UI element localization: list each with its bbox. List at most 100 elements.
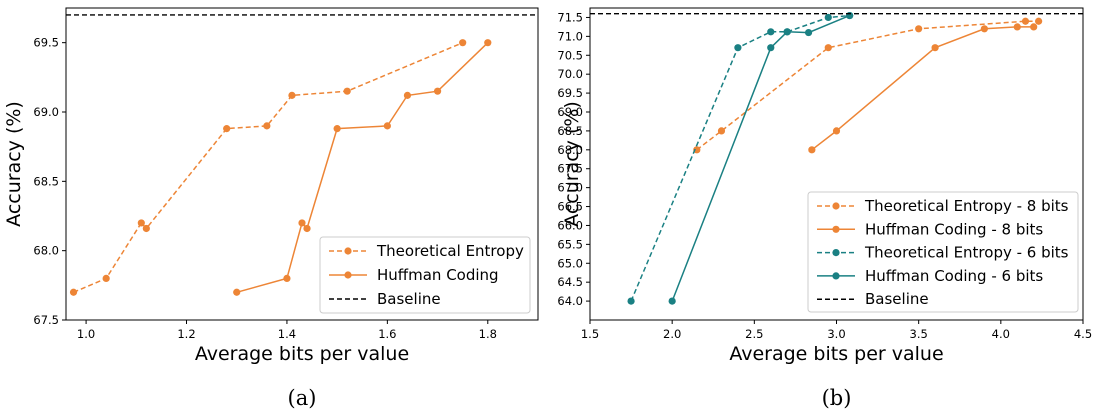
data-point	[693, 146, 701, 154]
y-axis-label: Accuracy (%)	[3, 101, 25, 227]
data-point	[931, 44, 939, 52]
plot-area	[590, 11, 1083, 305]
legend-marker	[832, 202, 840, 210]
y-tick-label: 69.0	[33, 105, 59, 119]
x-tick-label: 2.0	[663, 327, 681, 341]
data-point	[333, 125, 341, 133]
y-tick-label: 68.0	[33, 244, 59, 258]
legend-label: Huffman Coding - 8 bits	[865, 220, 1043, 238]
x-tick-label: 3.0	[827, 327, 845, 341]
panel-caption: (a)	[288, 386, 317, 410]
legend-marker	[832, 225, 840, 233]
data-point	[783, 28, 791, 36]
data-point	[1021, 17, 1030, 25]
y-tick-label: 69.5	[557, 86, 583, 100]
legend-label: Theoretical Entropy - 8 bits	[864, 197, 1069, 215]
data-point	[1035, 17, 1043, 25]
legend-label: Huffman Coding - 6 bits	[865, 267, 1043, 285]
chart-panel-b: 1.5 2.0 2.5 3.0 3.5 4.0 4.5 64.0 64.5 65.0 65.5 66.…	[557, 7, 1092, 410]
x-axis-label: Average bits per value	[195, 343, 409, 365]
y-tick-label: 65.0	[557, 256, 583, 270]
y-tick-label: 67.5	[33, 313, 59, 327]
x-tick-label: 4.5	[1074, 327, 1092, 341]
x-tick-label: 1.4	[278, 327, 296, 341]
x-tick-label: 1.6	[378, 327, 396, 341]
y-tick-label: 68.5	[33, 174, 59, 188]
data-point	[263, 122, 271, 130]
data-point	[137, 219, 145, 227]
data-point	[1030, 23, 1038, 31]
y-tick-label: 66.5	[557, 200, 583, 214]
x-axis-label: Average bits per value	[729, 343, 943, 365]
legend-box	[807, 191, 1079, 313]
data-point	[734, 44, 742, 52]
legend-marker	[832, 249, 840, 257]
y-tick-label: 69.0	[557, 105, 583, 119]
legend-label: Huffman Coding	[377, 266, 499, 284]
y-tick-label: 64.0	[557, 294, 583, 308]
series-line	[811, 26, 1034, 151]
data-point	[288, 91, 296, 99]
x-tick-label: 3.5	[910, 327, 928, 341]
y-tick-label: 68.5	[557, 124, 583, 138]
legend-marker	[832, 272, 840, 280]
data-point	[69, 288, 78, 296]
y-tick-label: 70.5	[557, 48, 583, 62]
x-tick-label: 2.5	[745, 327, 763, 341]
data-point	[233, 288, 241, 296]
y-tick-label: 67.0	[557, 181, 583, 195]
legend-box	[319, 236, 531, 314]
y-tick-label: 69.5	[33, 36, 59, 50]
y-tick-label: 71.5	[557, 10, 583, 24]
legend-label: Baseline	[377, 290, 441, 308]
data-point	[832, 127, 841, 135]
data-point	[459, 39, 467, 47]
data-point	[668, 297, 676, 305]
x-tick-label: 4.0	[992, 327, 1010, 341]
legend-label: Baseline	[865, 290, 929, 308]
data-point	[767, 28, 775, 36]
y-tick-label: 65.5	[557, 237, 583, 251]
x-tick-label: 1.8	[479, 327, 497, 341]
data-point	[915, 25, 923, 33]
y-tick-label: 70.0	[557, 67, 583, 81]
data-point	[980, 25, 989, 33]
y-axis-label: Accuracy (%)	[561, 101, 583, 227]
data-point	[343, 87, 351, 95]
data-point	[767, 44, 775, 52]
legend-marker	[344, 247, 352, 255]
x-tick-label: 1.5	[581, 327, 599, 341]
data-point	[433, 87, 442, 95]
data-point	[102, 274, 110, 282]
data-point	[484, 39, 492, 47]
data-point	[824, 13, 832, 22]
axes-frame	[65, 7, 539, 321]
data-point	[403, 91, 412, 99]
data-point	[1013, 23, 1021, 31]
data-point	[223, 125, 231, 133]
legend-label: Theoretical Entropy	[376, 242, 524, 260]
data-point	[298, 219, 306, 227]
data-point	[824, 44, 832, 52]
data-point	[804, 28, 813, 37]
y-tick-label: 68.0	[557, 143, 583, 157]
plot-area	[66, 14, 538, 296]
y-tick-label: 71.0	[557, 29, 583, 43]
legend-label: Theoretical Entropy - 6 bits	[864, 244, 1069, 262]
y-tick-label: 67.5	[557, 162, 583, 176]
data-point	[283, 274, 291, 282]
data-point	[142, 224, 150, 233]
data-point	[717, 127, 726, 135]
legend-marker	[344, 271, 352, 279]
y-tick-label: 64.5	[557, 275, 583, 289]
series-line	[696, 20, 1039, 151]
data-point	[383, 122, 391, 130]
data-point	[627, 297, 635, 305]
data-point	[303, 224, 311, 233]
x-tick-label: 1.0	[77, 327, 95, 341]
panel-caption: (b)	[822, 386, 852, 410]
x-tick-label: 1.2	[177, 327, 195, 341]
chart-panel-a: 1.0 1.2 1.4 1.6 1.8 67.5 68.0 68.5 69.0 69.5 Avera…	[3, 7, 539, 410]
y-tick-label: 66.0	[557, 218, 583, 232]
